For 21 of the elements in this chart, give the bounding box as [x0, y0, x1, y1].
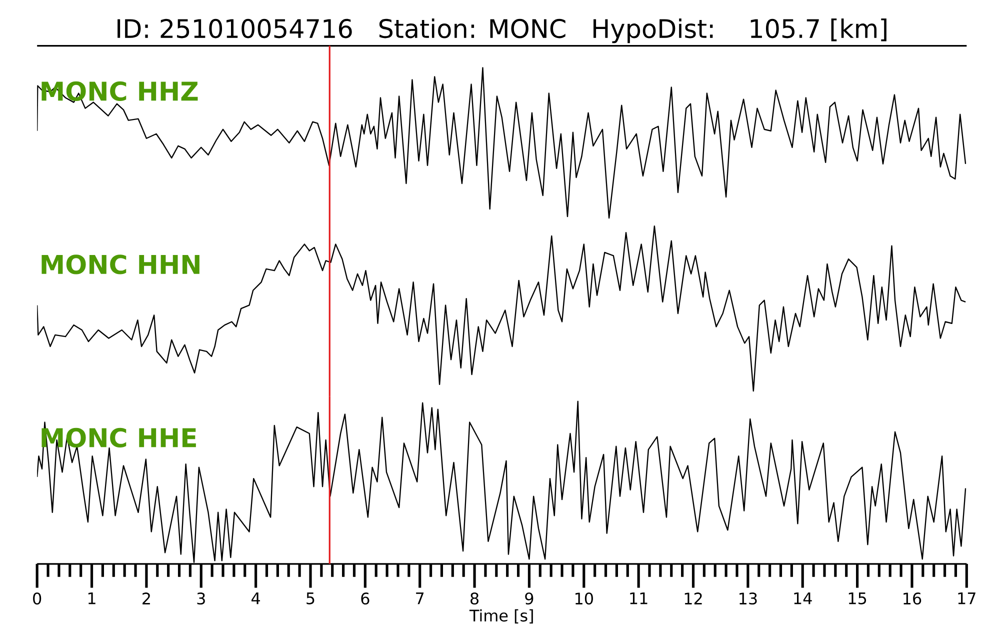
x-tick-label: 9	[525, 592, 534, 604]
x-tick-label: 16	[904, 592, 922, 604]
x-tick-label: 1	[88, 592, 96, 604]
x-tick-label: 5	[306, 592, 314, 604]
x-tick-label: 3	[197, 592, 205, 604]
x-tick-label: 7	[416, 592, 424, 604]
x-tick-label: 12	[684, 592, 702, 604]
x-tick-label: 2	[142, 592, 150, 604]
x-tick-label: 14	[794, 592, 812, 604]
series-label: MONC HHN	[42, 254, 200, 274]
x-tick-label: 11	[630, 592, 648, 604]
x-tick-label: 4	[252, 592, 260, 604]
x-tick-label: 6	[361, 592, 370, 604]
x-axis-title: Time [s]	[469, 609, 533, 624]
x-tick-label: 0	[33, 592, 42, 604]
x-tick-label: 10	[576, 592, 593, 604]
x-tick-label: 15	[848, 592, 866, 604]
x-tick-label: 13	[740, 592, 757, 604]
chart-title: ID: 251010054716 Station: MONC HypoDist: 105.7 [km]	[118, 18, 886, 44]
x-tick-label: 17	[958, 592, 976, 604]
x-tick-label: 8	[470, 592, 478, 604]
